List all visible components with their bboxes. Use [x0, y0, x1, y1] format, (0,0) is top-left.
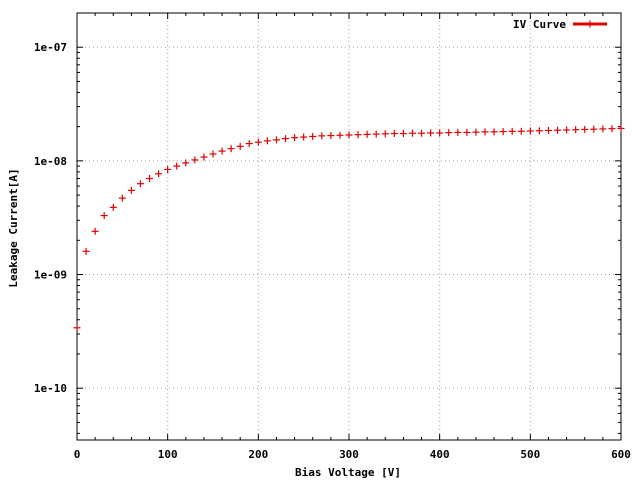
- data-point: [73, 324, 81, 332]
- data-point: [508, 127, 516, 135]
- data-point: [200, 153, 208, 161]
- data-point: [463, 128, 471, 136]
- data-point: [282, 135, 290, 143]
- data-point: [554, 126, 562, 134]
- data-point: [191, 156, 199, 164]
- data-point: [218, 147, 226, 155]
- plot-frame: [76, 12, 622, 441]
- data-point: [345, 131, 353, 139]
- data-point: [209, 150, 217, 158]
- x-tick-label: 0: [74, 448, 81, 461]
- data-point: [617, 124, 625, 132]
- data-point: [118, 194, 126, 202]
- x-tick-label: 300: [339, 448, 359, 461]
- data-point: [245, 140, 253, 148]
- data-point: [590, 125, 598, 133]
- data-point: [164, 165, 172, 173]
- y-tick-label: 1e-09: [34, 269, 67, 282]
- data-point: [427, 129, 435, 137]
- data-point: [82, 247, 90, 255]
- x-tick-label: 500: [520, 448, 540, 461]
- data-point: [309, 132, 317, 140]
- x-tick-labels: 0 100 200 300 400 500 600: [74, 448, 631, 461]
- data-point: [408, 129, 416, 137]
- data-point: [354, 131, 362, 139]
- x-tick-label: 100: [158, 448, 178, 461]
- data-point: [127, 186, 135, 194]
- legend-label-iv-curve: IV Curve: [513, 18, 566, 31]
- data-point: [399, 130, 407, 138]
- data-point: [300, 133, 308, 141]
- y-tick-label: 1e-10: [34, 382, 67, 395]
- data-point: [272, 136, 280, 144]
- x-tick-label: 400: [430, 448, 450, 461]
- data-point: [472, 128, 480, 136]
- data-point: [182, 159, 190, 167]
- data-point: [263, 137, 271, 145]
- data-point: [499, 128, 507, 136]
- data-point: [599, 125, 607, 133]
- grid-lines: [77, 13, 621, 440]
- data-point: [535, 127, 543, 135]
- data-point: [445, 129, 453, 137]
- data-point: [608, 125, 616, 133]
- x-axis-title: Bias Voltage [V]: [295, 466, 401, 479]
- data-point: [436, 129, 444, 137]
- data-point: [227, 145, 235, 153]
- data-point: [454, 128, 462, 136]
- data-point: [481, 128, 489, 136]
- y-tick-label: 1e-08: [34, 155, 67, 168]
- data-point: [390, 130, 398, 138]
- data-point: [327, 132, 335, 140]
- data-point: [236, 142, 244, 150]
- data-point: [136, 180, 144, 188]
- data-point: [517, 127, 525, 135]
- data-point: [91, 227, 99, 235]
- data-point: [544, 127, 552, 135]
- data-point: [490, 128, 498, 136]
- legend-marker-iv-curve: [586, 20, 594, 28]
- data-point: [155, 170, 163, 178]
- data-point: [109, 203, 117, 211]
- data-points: [73, 124, 625, 332]
- data-point: [381, 130, 389, 138]
- data-point: [146, 174, 154, 182]
- data-point: [363, 130, 371, 138]
- legend: IV Curve: [513, 18, 607, 31]
- data-point: [254, 138, 262, 146]
- y-tick-labels: 1e-10 1e-09 1e-08 1e-07: [34, 41, 67, 395]
- data-point: [526, 127, 534, 135]
- data-point: [563, 126, 571, 134]
- data-point: [291, 134, 299, 142]
- y-tick-label: 1e-07: [34, 41, 67, 54]
- data-point: [336, 131, 344, 139]
- data-point: [572, 126, 580, 134]
- data-point: [173, 162, 181, 170]
- data-point: [318, 132, 326, 140]
- y-axis-title: Leakage Current[A]: [7, 168, 20, 287]
- x-tick-label: 600: [611, 448, 631, 461]
- data-point: [418, 129, 426, 137]
- data-point: [581, 125, 589, 133]
- x-tick-label: 200: [248, 448, 268, 461]
- data-point: [372, 130, 380, 138]
- data-point: [100, 212, 108, 220]
